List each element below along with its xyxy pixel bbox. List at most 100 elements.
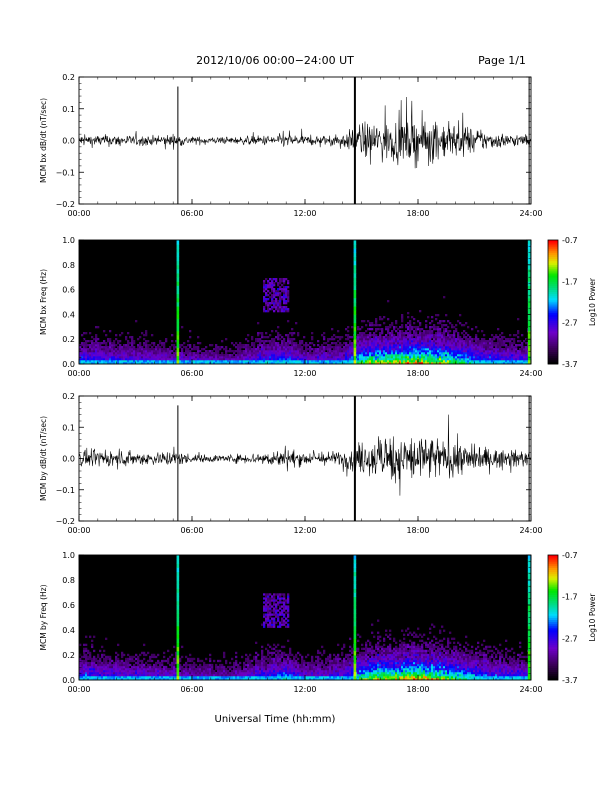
spectrogram-cell [419, 362, 422, 365]
spectrogram-cell [101, 667, 104, 671]
spectrogram-cell [281, 344, 284, 347]
spectrogram-cell [463, 330, 466, 333]
spectrogram-cell [371, 354, 374, 357]
spectrogram-cell [479, 360, 482, 363]
spectrogram-cell [243, 352, 246, 355]
spectrogram-cell [123, 663, 126, 667]
spectrogram-cell [283, 595, 286, 598]
spectrogram-cell [465, 348, 468, 351]
spectrogram-cell [297, 332, 300, 335]
spectrogram-cell [381, 342, 384, 345]
spectrogram-cell [119, 360, 122, 363]
spectrogram-cell [79, 354, 82, 357]
spectrogram-cell [163, 352, 166, 355]
spectrogram-cell [275, 294, 278, 297]
spectrogram-cell [279, 621, 282, 624]
spectrogram-cell [171, 356, 174, 359]
spectrogram-cell [479, 352, 482, 355]
spectrogram-cell [125, 665, 128, 669]
spectrogram-cell [175, 667, 178, 671]
spectrogram-cell [279, 280, 282, 283]
spectrogram-cell [523, 340, 526, 343]
colorbar-swatch [548, 246, 558, 249]
spectrogram-cell [407, 362, 410, 365]
spectrogram-cell [345, 342, 348, 345]
spectrogram-cell [315, 352, 318, 355]
spectrogram-cell [285, 657, 288, 661]
spectrogram-cell [385, 338, 388, 341]
spectrogram-cell [131, 344, 134, 347]
spectrogram-cell [137, 677, 140, 681]
spectrogram-cell [267, 284, 270, 287]
spectrogram-cell [347, 336, 350, 339]
spectrogram-cell [295, 677, 298, 681]
spectrogram-cell [445, 324, 448, 327]
spectrogram-cell [175, 350, 178, 353]
spectrogram-cell [289, 346, 292, 349]
spectrogram-cell [179, 346, 182, 349]
spectrogram-cell [173, 667, 176, 671]
spectrogram-cell [205, 669, 208, 673]
spectrogram-cell [83, 653, 86, 657]
spectrogram-cell [113, 663, 116, 667]
spectrogram-cell [403, 346, 406, 349]
spectrogram-cell [139, 653, 142, 657]
spectrogram-cell [85, 649, 88, 653]
spectrogram-cell [151, 334, 154, 337]
spectrogram-cell [495, 348, 498, 351]
spectrogram-cell [201, 667, 204, 671]
spectrogram-cell [99, 661, 102, 665]
spectrogram-cell [91, 356, 94, 359]
spectrogram-cell [423, 340, 426, 343]
spectrogram-cell [143, 653, 146, 657]
spectrogram-cell [341, 344, 344, 347]
spectrogram-cell [263, 615, 266, 618]
spectrogram-cell [511, 358, 514, 361]
spectrogram-cell [375, 342, 378, 345]
spectrogram-cell [501, 340, 504, 343]
spectrogram-cell [487, 356, 490, 359]
spectrogram-cell [99, 675, 102, 679]
spectrogram-cell [87, 348, 90, 351]
spectrogram-cell [133, 655, 136, 659]
spectrogram-cell [127, 661, 130, 665]
spectrogram-cell [271, 605, 274, 608]
spectrogram-cell [371, 328, 374, 331]
spectrogram-cell [443, 356, 446, 359]
spectrogram-cell [113, 344, 116, 347]
spectrogram-cell [135, 358, 138, 361]
x-tick-label: 06:00 [180, 209, 203, 218]
spectrogram-cell [277, 288, 280, 291]
spectrogram-cell [291, 362, 294, 365]
spectrogram-cell [85, 655, 88, 659]
spectrogram-cell [275, 599, 278, 602]
spectrogram-cell [321, 350, 324, 353]
spectrogram-cell [363, 348, 366, 351]
spectrogram-cell [195, 362, 198, 365]
spectrogram-cell [363, 350, 366, 353]
spectrogram-cell [523, 362, 526, 365]
spectrogram-cell [335, 362, 338, 365]
spectrogram-cell [115, 669, 118, 673]
spectrogram-cell [201, 362, 204, 365]
spectrogram-cell [445, 314, 448, 317]
spectrogram-cell [359, 328, 362, 331]
spectrogram-cell [171, 334, 174, 337]
spectrogram-cell [321, 358, 324, 361]
spectrogram-cell [443, 348, 446, 351]
spectrogram-cell [161, 667, 164, 671]
spectrogram-cell [259, 356, 262, 359]
spectrogram-cell [381, 360, 384, 363]
spectrogram-cell [175, 669, 178, 673]
spectrogram-cell [277, 348, 280, 351]
broadband-column-cell [176, 289, 180, 295]
spectrogram-cell [281, 362, 284, 365]
spectrogram-cell [221, 669, 224, 673]
spectrogram-cell [325, 342, 328, 345]
spectrogram-cell [263, 605, 266, 608]
spectrogram-cell [287, 655, 290, 659]
spectrogram-cell [259, 673, 262, 677]
spectrogram-cell [363, 362, 366, 365]
spectrogram-cell [243, 675, 246, 679]
spectrogram-cell [463, 324, 466, 327]
